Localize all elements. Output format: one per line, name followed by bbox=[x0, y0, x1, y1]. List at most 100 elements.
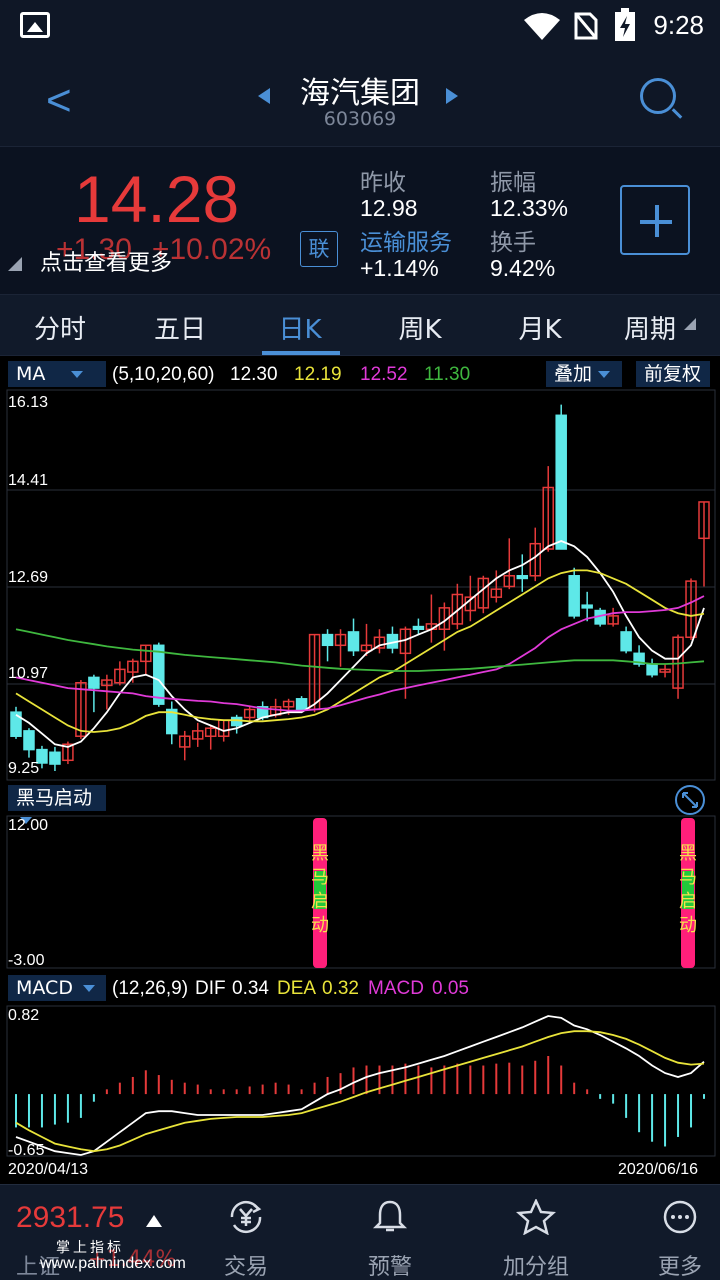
macd-selector[interactable]: MACD bbox=[8, 975, 106, 1001]
dropdown-icon bbox=[82, 985, 95, 992]
signal-text: 启 bbox=[311, 891, 329, 912]
index-name: 上证 bbox=[16, 1255, 61, 1280]
candle-body bbox=[295, 698, 308, 711]
back-icon[interactable]: < bbox=[46, 76, 72, 125]
candle-body bbox=[555, 414, 567, 550]
candle-body bbox=[438, 607, 451, 631]
tab-daily-k[interactable]: 日K bbox=[278, 315, 322, 345]
stock-code: 603069 bbox=[323, 108, 397, 130]
gallery-notification-icon bbox=[20, 12, 50, 38]
change-amount: +1.30 bbox=[56, 233, 132, 266]
macd-dea-line bbox=[15, 1030, 705, 1153]
price-tick: 9.25 bbox=[8, 760, 40, 777]
macd-params: (12,26,9) bbox=[112, 978, 189, 999]
macd-panel-frame bbox=[6, 1005, 716, 1157]
ma-selector[interactable]: MA bbox=[8, 361, 106, 387]
nav-alert-label: 预警 bbox=[367, 1255, 412, 1280]
macd-label: MACD bbox=[368, 978, 424, 999]
candle-body bbox=[646, 663, 658, 676]
candle-body bbox=[698, 501, 710, 540]
tab-period[interactable]: 周期 bbox=[623, 315, 676, 345]
nav-add-group[interactable]: 加分组 bbox=[486, 1199, 586, 1280]
candle-body bbox=[140, 644, 152, 663]
signal-selector[interactable]: 黑马启动 bbox=[8, 785, 106, 824]
active-tab-indicator bbox=[262, 351, 340, 355]
tab-monthly-k[interactable]: 月K bbox=[518, 315, 562, 345]
period-menu-icon[interactable] bbox=[684, 318, 696, 330]
turnover-value: 9.42% bbox=[490, 255, 556, 281]
signal-text: 马 bbox=[679, 867, 697, 888]
star-icon bbox=[516, 1199, 556, 1235]
view-more-link[interactable]: 点击查看更多 bbox=[40, 251, 173, 276]
battery-charging-icon bbox=[615, 8, 635, 41]
candle-body bbox=[542, 486, 554, 550]
tab-intraday[interactable]: 分时 bbox=[33, 315, 86, 345]
prev-close-label: 昨收 bbox=[360, 170, 406, 196]
ma20-value: 12.52 bbox=[360, 364, 408, 385]
prev-stock-icon[interactable] bbox=[258, 88, 270, 104]
macd-selector-label: MACD bbox=[16, 977, 73, 999]
watermark-cn: 掌上指标 bbox=[56, 1240, 124, 1256]
tab-weekly-k[interactable]: 周K bbox=[398, 315, 442, 345]
dropdown-icon bbox=[598, 371, 611, 378]
add-watchlist-button[interactable] bbox=[620, 185, 690, 255]
signal-min-tick: -3.00 bbox=[8, 952, 45, 969]
dif-value: 0.34 bbox=[232, 978, 269, 999]
ma60-value: 11.30 bbox=[424, 364, 471, 385]
adjust-button[interactable]: 前复权 bbox=[636, 361, 710, 387]
ma5-value: 12.30 bbox=[230, 364, 278, 385]
ma10-value: 12.19 bbox=[294, 364, 342, 385]
macd-min-tick: -0.65 bbox=[8, 1142, 45, 1159]
macd-max-tick: 0.82 bbox=[8, 1007, 40, 1024]
candle-body bbox=[685, 580, 697, 639]
nav-alert[interactable]: 预警 bbox=[340, 1199, 440, 1280]
candle-body bbox=[659, 668, 671, 673]
sector-link[interactable]: 运输服务 bbox=[360, 230, 452, 256]
macd-value: 0.05 bbox=[432, 978, 469, 999]
amplitude-label: 振幅 bbox=[490, 170, 536, 196]
quote-panel: 14.28 +1.30 +10.02% 点击查看更多 联 昨收 12.98 振幅 … bbox=[0, 146, 720, 292]
candle-body bbox=[49, 751, 61, 765]
candle-body bbox=[101, 679, 113, 687]
expand-corner-icon[interactable] bbox=[8, 257, 22, 271]
bottom-bar: 2931.75 上证 +1.44% 掌上指标 www.palmindex.com… bbox=[0, 1184, 720, 1280]
candle-body bbox=[451, 593, 464, 625]
more-dots-icon bbox=[663, 1200, 697, 1234]
watermark-url: www.palmindex.com bbox=[40, 1255, 186, 1272]
signal-bar-mid bbox=[682, 871, 694, 909]
prev-close-value: 12.98 bbox=[360, 195, 418, 221]
ma-line-ma60 bbox=[15, 628, 705, 672]
search-icon[interactable] bbox=[640, 78, 676, 114]
ma-params: (5,10,20,60) bbox=[112, 364, 215, 385]
candle-body bbox=[373, 636, 386, 649]
tab-five-day[interactable]: 五日 bbox=[153, 315, 206, 345]
candle-body bbox=[191, 730, 204, 740]
date-start: 2020/04/13 bbox=[8, 1161, 89, 1178]
linked-button[interactable]: 联 bbox=[300, 231, 338, 267]
price-tick: 16.13 bbox=[8, 394, 49, 411]
price-tick: 12.69 bbox=[8, 569, 49, 586]
amplitude-value: 12.33% bbox=[490, 195, 569, 221]
next-stock-icon[interactable] bbox=[446, 88, 458, 104]
fullscreen-icon[interactable] bbox=[674, 784, 706, 816]
candle-body bbox=[62, 743, 74, 762]
candle-body bbox=[347, 631, 360, 652]
index-up-icon bbox=[146, 1215, 162, 1227]
dea-label: DEA bbox=[277, 978, 317, 999]
candle-body bbox=[127, 660, 139, 673]
chart-area: 黑马启动黑马启动 MA (5,10,20,60) 12.30 12.19 12.… bbox=[0, 356, 720, 1184]
dropdown-icon bbox=[20, 817, 32, 824]
nav-more-label: 更多 bbox=[657, 1255, 702, 1280]
nav-trade[interactable]: 交易 bbox=[196, 1199, 296, 1280]
index-change: +1.44% bbox=[88, 1247, 177, 1272]
clock: 9:28 bbox=[653, 10, 704, 40]
nav-trade-label: 交易 bbox=[223, 1255, 268, 1280]
index-value[interactable]: 2931.75 bbox=[16, 1201, 125, 1234]
candle-body bbox=[633, 652, 645, 665]
overlay-button[interactable]: 叠加 bbox=[546, 361, 622, 387]
candle-body bbox=[179, 735, 191, 748]
candle-body bbox=[230, 716, 243, 727]
date-end: 2020/06/16 bbox=[618, 1161, 699, 1178]
nav-more[interactable]: 更多 bbox=[630, 1199, 720, 1280]
